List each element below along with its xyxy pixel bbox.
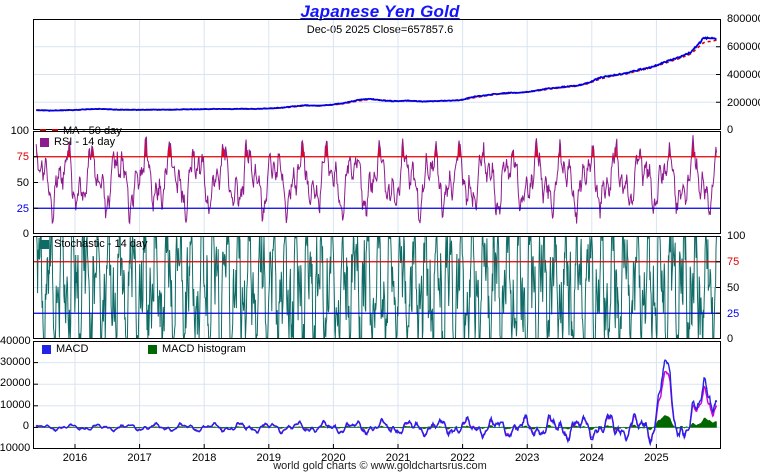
legend-label-macd: MACD [56,343,89,355]
macd-ytick-40000: 40000 [0,335,31,347]
stoch-ytick-75: 75 [727,256,740,268]
stochastic-panel[interactable] [33,236,721,339]
dashed-line-icon [40,129,58,131]
price-ytick-4: 0 [727,124,734,136]
stoch-ytick-100: 100 [727,230,746,242]
macd-ytick-neg10000: -10000 [0,442,31,454]
rsi-ytick-0: 0 [22,228,29,240]
x-tick-2017: 2017 [127,452,152,464]
chart-subtitle: Dec-05 2025 Close=657857.6 [306,24,454,36]
square-marker-icon [148,344,157,354]
macd-ytick-0: 0 [22,420,29,432]
square-marker-icon [42,344,51,354]
x-tick-2025: 2025 [644,452,669,464]
legend-macd-histogram[interactable]: MACD histogram [148,343,246,355]
stoch-ytick-25: 25 [727,308,740,320]
page-title: Japanese Yen Gold [300,2,460,21]
legend-macd[interactable]: MACD [42,343,88,355]
price-ytick-2: 400000 [727,69,760,81]
legend-label-macd-histogram: MACD histogram [162,343,246,355]
stoch-ytick-50: 50 [727,282,740,294]
stoch-ytick-0: 0 [727,333,734,345]
price-ytick-0: 800000 [727,13,760,25]
x-tick-2016: 2016 [62,452,88,464]
x-tick-2022: 2022 [450,452,475,464]
price-ytick-1: 600000 [727,41,760,53]
legend-rsi-14-day[interactable]: RSI - 14 day [40,136,115,148]
price-panel[interactable] [33,19,721,130]
chart-footer: world gold charts © www.goldchartsrus.co… [273,460,487,472]
legend-label-stochastic: Stochastic - 14 day [54,238,148,250]
rsi-ytick-100: 100 [10,125,29,137]
legend-stochastic-14-day[interactable]: Stochastic - 14 day [40,238,148,250]
rsi-ytick-50: 50 [16,177,29,189]
square-marker-icon [40,239,49,249]
x-tick-2023: 2023 [514,452,540,464]
macd-ytick-10000: 10000 [0,399,31,411]
x-tick-2019: 2019 [256,452,282,464]
macd-ytick-30000: 30000 [0,356,31,368]
x-tick-2024: 2024 [579,452,605,464]
rsi-ytick-25: 25 [16,203,29,215]
x-tick-2021: 2021 [385,452,411,464]
macd-ytick-20000: 20000 [0,377,31,389]
rsi-ytick-75: 75 [16,151,29,163]
x-tick-2020: 2020 [321,452,346,464]
x-tick-2018: 2018 [191,452,217,464]
rsi-panel[interactable] [33,131,721,234]
legend-label-rsi: RSI - 14 day [54,136,116,148]
square-marker-icon [40,137,49,147]
macd-panel[interactable] [33,341,721,449]
